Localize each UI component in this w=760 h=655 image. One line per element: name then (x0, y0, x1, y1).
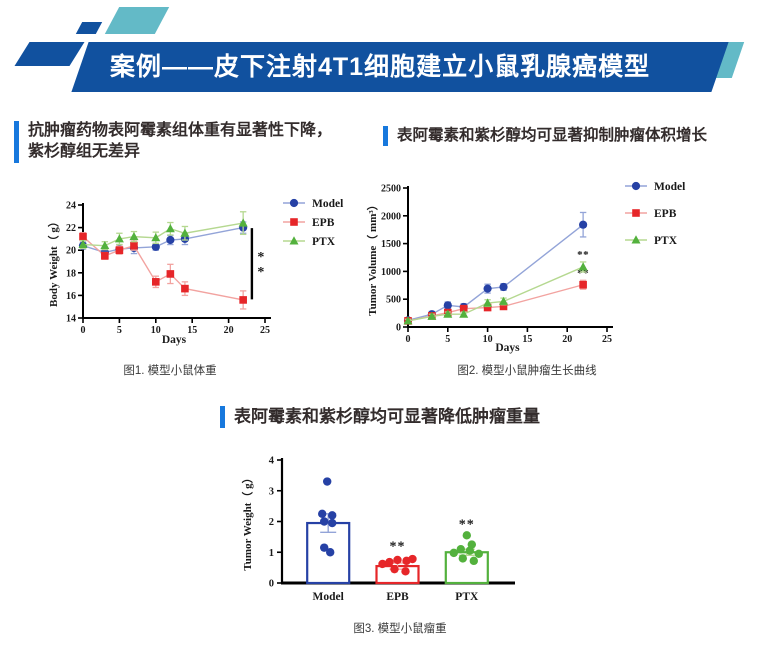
svg-text:Tumor Weight（ g）: Tumor Weight（ g） (241, 472, 254, 570)
svg-text:20: 20 (66, 246, 76, 257)
svg-text:Days: Days (495, 342, 520, 354)
svg-text:0: 0 (396, 323, 401, 334)
accent-bar (220, 406, 225, 429)
svg-text:EPB: EPB (386, 591, 409, 603)
deco-parallelogram-teal (104, 7, 170, 34)
svg-text:PTX: PTX (455, 591, 479, 603)
svg-text:5: 5 (117, 325, 122, 336)
svg-text:0: 0 (406, 334, 411, 345)
svg-text:14: 14 (66, 314, 76, 325)
svg-text:PTX: PTX (312, 236, 336, 248)
svg-text:EPB: EPB (312, 217, 335, 229)
deco-parallelogram-left (14, 42, 85, 66)
svg-text:2: 2 (269, 517, 274, 528)
line-chart-svg: 0 500 1000 1500 2000 2500 0 5 10 15 20 25 Days Tumor … (366, 181, 685, 354)
svg-text:10: 10 (483, 334, 493, 345)
section-heading: 表阿霉素和紫杉醇均可显著抑制肿瘤体积增长 (397, 127, 708, 144)
section-heading: 表阿霉素和紫杉醇均可显著降低肿瘤重量 (234, 407, 540, 426)
body-weight-chart: 14 16 18 20 22 24 0 5 10 15 20 25 Days Body Weight（ g… (40, 183, 370, 360)
svg-text:10: 10 (151, 325, 161, 336)
svg-text:Model: Model (654, 181, 685, 193)
svg-text:18: 18 (66, 268, 76, 279)
accent-bar (14, 121, 19, 163)
svg-text:24: 24 (66, 201, 76, 212)
svg-text:Model: Model (312, 198, 343, 210)
bar-scatter-chart-svg: 0 1 2 3 4 Tumor Weight（ g） Model ** EPB ** PTX (241, 456, 515, 603)
section-title-tumor-weight: 表阿霉素和紫杉醇均可显著降低肿瘤重量 (0, 406, 760, 429)
svg-text:Days: Days (162, 334, 187, 346)
svg-text:PTX: PTX (654, 235, 678, 247)
svg-text:1500: 1500 (381, 239, 401, 250)
svg-text:*: * (257, 265, 264, 280)
svg-text:0: 0 (81, 325, 86, 336)
svg-text:25: 25 (260, 325, 270, 336)
title-banner: 案例——皮下注射4T1细胞建立小鼠乳腺癌模型 (71, 42, 729, 92)
svg-text:EPB: EPB (654, 208, 677, 220)
svg-text:22: 22 (66, 223, 76, 234)
svg-text:**: ** (390, 540, 406, 555)
svg-text:*: * (257, 250, 264, 265)
svg-text:15: 15 (187, 325, 197, 336)
svg-text:0: 0 (269, 579, 274, 590)
svg-text:Model: Model (313, 591, 344, 603)
svg-text:25: 25 (602, 334, 612, 345)
section-heading: 抗肿瘤药物表阿霉素组体重有显著性下降，紫杉醇组无差异 (28, 122, 333, 160)
svg-text:Tumor Volume（ mm³）: Tumor Volume（ mm³） (366, 199, 379, 315)
svg-text:1000: 1000 (381, 267, 401, 278)
deco-parallelogram-small (75, 22, 103, 34)
figure3-caption: 图3. 模型小鼠瘤重 (353, 623, 447, 635)
svg-text:4: 4 (269, 456, 275, 467)
tumor-weight-chart: 0 1 2 3 4 Tumor Weight（ g） Model ** EPB ** PTX (235, 448, 565, 623)
section-title-tumor-volume: 表阿霉素和紫杉醇均可显著抑制肿瘤体积增长 (383, 126, 755, 147)
svg-text:1: 1 (269, 548, 274, 559)
svg-text:**: ** (459, 517, 475, 532)
svg-text:Body Weight（ g）: Body Weight（ g） (47, 216, 60, 307)
accent-bar (383, 126, 388, 147)
svg-text:**: ** (577, 249, 589, 261)
page-title: 案例——皮下注射4T1细胞建立小鼠乳腺癌模型 (110, 53, 651, 81)
svg-text:20: 20 (224, 325, 234, 336)
line-chart-svg: 14 16 18 20 22 24 0 5 10 15 20 25 Days Body Weight（ g… (47, 198, 343, 346)
svg-text:2500: 2500 (381, 184, 401, 195)
svg-text:2000: 2000 (381, 211, 401, 222)
svg-text:15: 15 (522, 334, 532, 345)
svg-text:20: 20 (562, 334, 572, 345)
svg-text:16: 16 (66, 291, 76, 302)
figure2-caption: 图2. 模型小鼠肿瘤生长曲线 (457, 365, 597, 377)
svg-text:5: 5 (445, 334, 450, 345)
svg-text:**: ** (577, 267, 589, 279)
svg-text:3: 3 (269, 486, 274, 497)
section-title-body-weight: 抗肿瘤药物表阿霉素组体重有显著性下降，紫杉醇组无差异 (14, 121, 336, 163)
svg-text:500: 500 (386, 295, 401, 306)
tumor-volume-chart: 0 500 1000 1500 2000 2500 0 5 10 15 20 25 Days Tumor … (364, 170, 758, 365)
figure1-caption: 图1. 模型小鼠体重 (123, 365, 217, 377)
